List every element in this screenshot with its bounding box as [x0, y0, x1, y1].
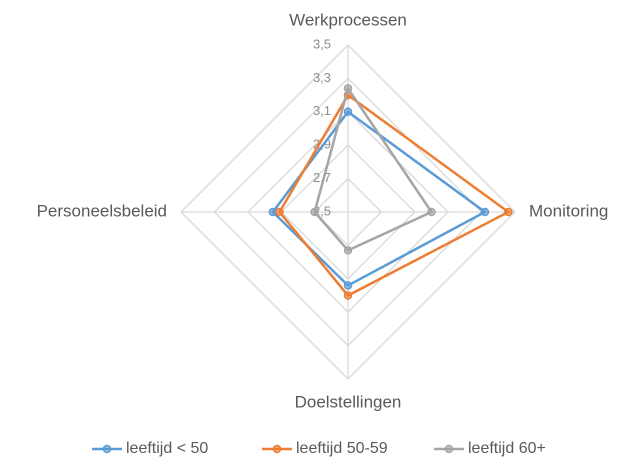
- data-point: [480, 207, 490, 217]
- category-label: Doelstellingen: [295, 392, 402, 411]
- data-point: [427, 207, 436, 217]
- tick-label: 2,7: [313, 170, 331, 185]
- legend-item: leeftijd 60+: [434, 440, 546, 457]
- legend-marker: [444, 444, 454, 454]
- legend-item: leeftijd < 50: [92, 440, 208, 457]
- series: [310, 84, 436, 255]
- tick-label: 3,5: [313, 36, 331, 51]
- data-point: [275, 207, 284, 217]
- legend-marker: [102, 444, 112, 454]
- legend-label: leeftijd 50-59: [296, 440, 388, 457]
- data-point: [343, 281, 353, 290]
- data-point: [504, 207, 513, 217]
- category-label: Personeelsbeleid: [37, 201, 167, 220]
- legend-marker: [272, 444, 282, 454]
- category-label: Monitoring: [529, 201, 608, 220]
- data-point: [343, 291, 353, 300]
- data-point: [310, 207, 319, 217]
- tick-label: 3,3: [313, 70, 331, 85]
- legend-label: leeftijd 60+: [468, 440, 546, 457]
- legend-item: leeftijd 50-59: [262, 440, 388, 457]
- category-label: Werkprocessen: [289, 10, 407, 29]
- tick-label: 3,1: [313, 103, 331, 118]
- data-point: [343, 246, 353, 255]
- data-point: [343, 107, 353, 117]
- series-line: [271, 110, 488, 288]
- legend-label: leeftijd < 50: [126, 440, 208, 457]
- series: [275, 90, 513, 300]
- data-point: [343, 84, 353, 93]
